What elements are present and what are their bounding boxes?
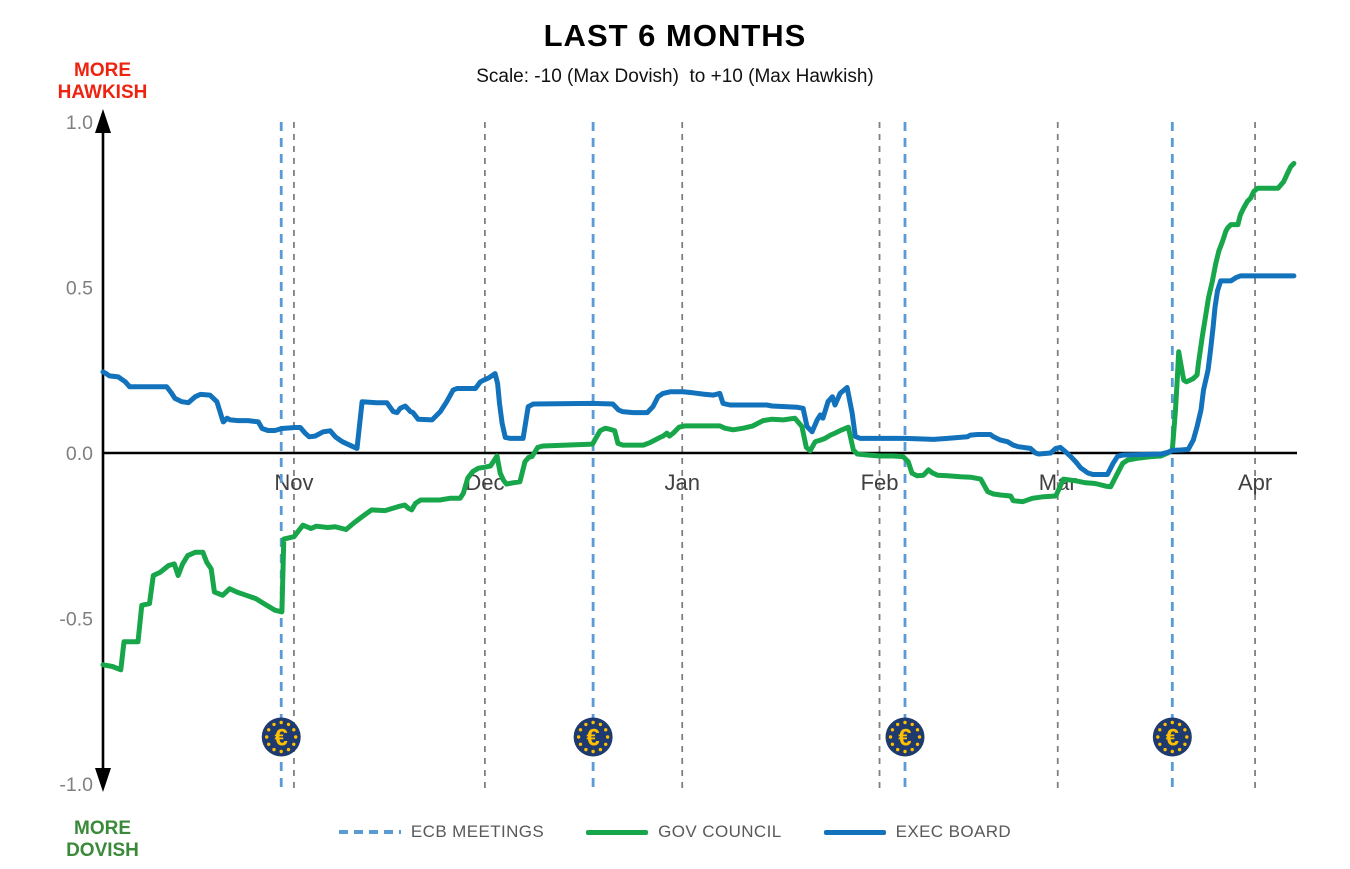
month-label: Jan: [664, 470, 699, 495]
gov-council-line: [100, 160, 1297, 673]
ecb-meetings-dashed-line-swatch: [338, 830, 401, 834]
euro-coin-icon: €: [261, 717, 301, 757]
legend-label: ECB MEETINGS: [410, 822, 545, 841]
euro-coin-icon: €: [885, 717, 925, 757]
legend-item-ecb-meetings: ECB MEETINGS: [338, 822, 545, 842]
legend-item-gov-council: GOV COUNCIL: [586, 822, 781, 842]
euro-coin-icon: €: [1152, 717, 1192, 757]
y-axis-arrow-up-icon: [95, 109, 111, 133]
chart-legend: ECB MEETINGS GOV COUNCIL EXEC BOARD: [0, 822, 1350, 842]
y-tick-label: -0.5: [59, 609, 93, 631]
month-label: Apr: [1238, 470, 1272, 495]
more-hawkish-label: MORE HAWKISH: [57, 60, 148, 104]
euro-coin-icon: €: [573, 717, 613, 757]
legend-label: GOV COUNCIL: [658, 822, 782, 841]
legend-label: EXEC BOARD: [895, 822, 1012, 841]
svg-text:€: €: [275, 725, 288, 752]
exec-board-line: [100, 273, 1297, 477]
svg-text:€: €: [586, 725, 599, 752]
y-tick-label: 1.0: [66, 112, 93, 134]
month-label: Feb: [861, 470, 899, 495]
exec-board-line-swatch: [823, 829, 886, 835]
y-tick-label: 0.5: [66, 278, 93, 300]
y-tick-label: -1.0: [59, 774, 93, 796]
svg-text:€: €: [1166, 725, 1179, 752]
page-title: LAST 6 MONTHS: [543, 18, 807, 53]
legend-item-exec-board: EXEC BOARD: [823, 822, 1012, 842]
svg-text:€: €: [898, 725, 911, 752]
gov-council-line-swatch: [586, 829, 649, 835]
y-tick-label: 0.0: [66, 443, 93, 465]
more-dovish-label: MORE DOVISH: [66, 818, 139, 862]
chart-subtitle: Scale: -10 (Max Dovish) to +10 (Max Hawk…: [476, 66, 874, 87]
y-axis-arrow-down-icon: [95, 768, 111, 792]
